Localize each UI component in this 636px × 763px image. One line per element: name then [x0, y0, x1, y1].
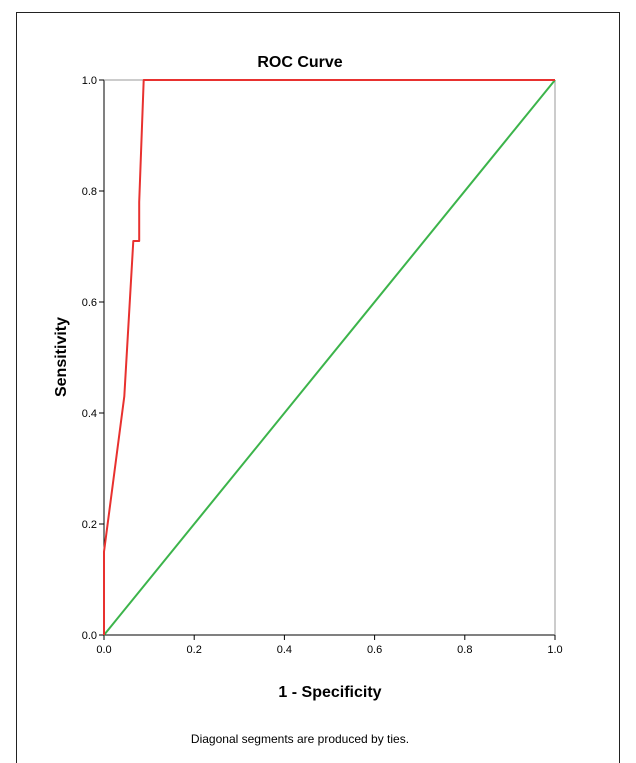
y-tick-label: 1.0 — [82, 75, 97, 87]
y-tick-label: 0.4 — [82, 408, 97, 420]
x-tick-label: 0.0 — [96, 644, 111, 656]
y-axis-title: Sensitivity — [53, 317, 70, 397]
y-tick-label: 0.8 — [82, 186, 97, 198]
series-layer — [103, 79, 556, 636]
x-axis-title: 1 - Specificity — [278, 684, 381, 701]
x-tick-label: 0.2 — [187, 644, 202, 656]
chart-title: ROC Curve — [257, 54, 342, 71]
y-tick-label: 0.0 — [82, 630, 97, 642]
diagonal-reference-line — [103, 79, 556, 636]
x-tick-label: 0.6 — [367, 644, 382, 656]
x-tick-label: 1.0 — [547, 644, 562, 656]
y-tick-label: 0.2 — [82, 519, 97, 531]
chart-frame — [16, 12, 620, 763]
x-tick-label: 0.4 — [277, 644, 292, 656]
x-tick-label: 0.8 — [457, 644, 472, 656]
footnote: Diagonal segments are produced by ties. — [191, 732, 409, 746]
tick-labels: 0.0 0.2 0.4 0.6 0.8 1.0 0.0 0.2 0.4 0.6 0.8 1.0 — [82, 75, 563, 656]
y-tick-label: 0.6 — [82, 297, 97, 309]
roc-curve-line — [103, 79, 555, 635]
